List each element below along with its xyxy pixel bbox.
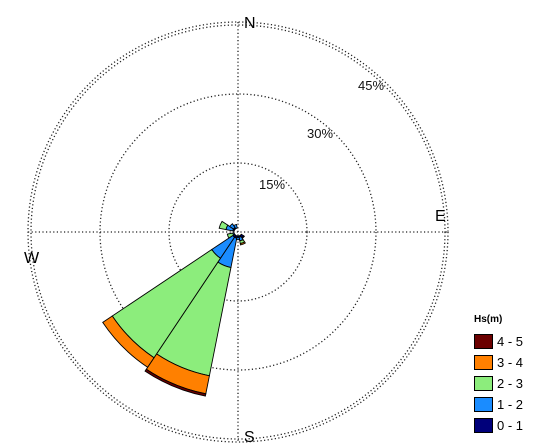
legend-item: 0 - 1: [474, 415, 523, 436]
wedge-dir225-class3: [102, 315, 155, 368]
tick-label-45: 45%: [358, 78, 384, 93]
tick-label-30: 30%: [307, 126, 333, 141]
legend-swatch: [474, 334, 493, 349]
legend-item: 3 - 4: [474, 352, 523, 373]
direction-label-w: W: [24, 250, 40, 267]
wedge-dir292.5-class2: [218, 220, 229, 231]
wedge-dir337.5-class1: [233, 223, 238, 230]
legend-swatch: [474, 418, 493, 433]
radial-tick-labels: 15% 30% 45%: [259, 78, 384, 192]
legend-label: 2 - 3: [497, 376, 524, 391]
legend-swatch: [474, 355, 493, 370]
legend-item: 1 - 2: [474, 394, 523, 415]
legend-items: 4 - 5 3 - 4 2 - 3 1 - 2 0 - 1: [474, 331, 523, 436]
wedge-dir247.5-class2: [226, 232, 235, 239]
ring-30: [99, 93, 377, 371]
direction-label-e: E: [435, 208, 446, 225]
legend-label: 4 - 5: [497, 334, 524, 349]
direction-label-s: S: [244, 429, 255, 446]
legend-label: 1 - 2: [497, 397, 524, 412]
legend-label: 0 - 1: [497, 418, 524, 433]
rose-wedges: [102, 220, 246, 397]
legend-label: 3 - 4: [497, 355, 524, 370]
direction-axes: [28, 22, 448, 442]
direction-label-n: N: [244, 15, 256, 32]
legend-swatch: [474, 397, 493, 412]
tick-label-15: 15%: [259, 177, 285, 192]
wedge-dir202.5-class4: [144, 368, 207, 397]
legend-item: 2 - 3: [474, 373, 523, 394]
wedge-dir180-class1: [235, 236, 241, 241]
legend-swatch: [474, 376, 493, 391]
wedge-dir315-class1: [229, 223, 236, 230]
legend-title: Hs(m): [474, 314, 503, 325]
legend: Hs(m) 4 - 5 3 - 4 2 - 3 1 - 2 0 - 1: [474, 314, 523, 436]
ring-45: [30, 24, 446, 440]
legend-item: 4 - 5: [474, 331, 523, 352]
wedge-dir157.5-class3: [239, 241, 246, 246]
direction-labels: N E S W: [24, 15, 446, 446]
